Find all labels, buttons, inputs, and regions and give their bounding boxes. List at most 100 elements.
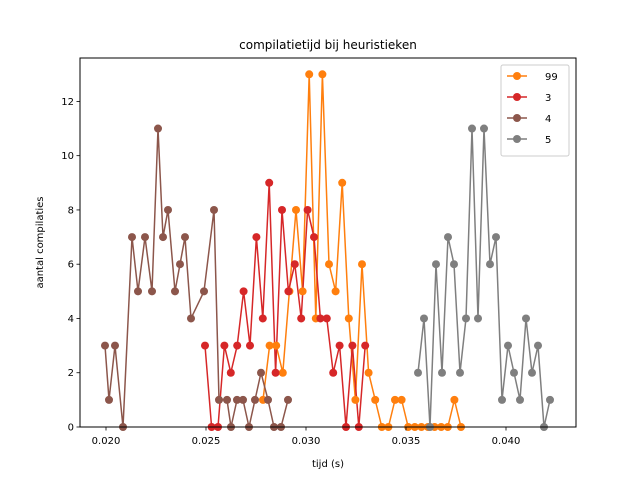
data-point-99-5: [292, 205, 300, 214]
data-point-99-6: [298, 287, 307, 296]
data-point-5-18: [522, 314, 530, 323]
data-point-4-12: [176, 260, 184, 269]
legend-label-5: 5: [545, 135, 551, 146]
legend-label-4: 4: [545, 114, 551, 125]
data-point-3-5: [233, 341, 242, 350]
data-point-4-13: [181, 233, 189, 242]
data-point-4-18: [223, 395, 231, 404]
data-point-4-17: [215, 395, 223, 404]
legend-marker-4: [513, 114, 521, 122]
data-point-5-15: [504, 341, 512, 350]
legend-marker-5: [513, 135, 521, 143]
data-point-5-9: [468, 124, 476, 133]
data-point-3-13: [284, 287, 293, 296]
data-point-3-8: [252, 233, 261, 242]
data-point-4-16: [210, 205, 218, 214]
data-point-5-6: [450, 260, 458, 269]
data-point-4-1: [105, 395, 113, 404]
data-point-4-21: [239, 395, 247, 404]
data-point-4-24: [257, 368, 265, 377]
data-point-4-0: [101, 341, 109, 350]
x-axis: 0.020 0.025 0.030 0.035 0.040: [92, 427, 521, 447]
x-tick-label: 0.025: [192, 436, 221, 447]
data-point-4-25: [264, 395, 272, 404]
data-point-4-14: [187, 314, 195, 323]
data-point-4-11: [171, 287, 179, 296]
data-point-3-21: [335, 341, 344, 350]
data-point-4-15: [200, 287, 208, 296]
data-point-3-17: [310, 233, 318, 242]
data-point-99-7: [305, 70, 314, 79]
data-point-4-2: [111, 341, 119, 350]
x-tick-label: 0.020: [92, 436, 121, 447]
data-point-99-1: [265, 341, 274, 350]
data-point-4-10: [164, 205, 172, 214]
data-point-99-21: [397, 395, 406, 404]
data-point-99-2: [272, 341, 281, 350]
data-point-3-7: [246, 341, 254, 350]
data-point-99-16: [364, 368, 373, 377]
chart-title: compilatietijd bij heuristieken: [239, 38, 417, 52]
data-point-5-19: [528, 368, 536, 377]
legend-marker-3: [513, 93, 521, 101]
data-point-3-12: [278, 205, 286, 214]
data-point-3-0: [201, 341, 209, 350]
data-point-4-23: [251, 395, 259, 404]
data-point-3-19: [322, 314, 331, 323]
plot-markers: [101, 70, 554, 431]
y-axis: 0 2 4 6 8 10 12: [61, 97, 80, 434]
data-point-3-4: [226, 368, 235, 377]
data-point-5-1: [420, 314, 428, 323]
data-point-3-15: [297, 314, 306, 323]
data-point-3-23: [348, 341, 357, 350]
data-point-5-8: [462, 314, 470, 323]
data-point-3-18: [316, 314, 325, 323]
legend-label-3: 3: [545, 93, 551, 104]
data-point-4-5: [134, 287, 142, 296]
data-point-99-13: [344, 314, 353, 323]
data-point-3-16: [303, 205, 312, 214]
data-point-3-20: [329, 368, 338, 377]
data-point-99-20: [391, 395, 399, 404]
data-point-99-3: [278, 368, 287, 377]
data-point-99-15: [358, 260, 366, 269]
y-tick-label: 0: [68, 423, 74, 434]
data-point-99-14: [351, 395, 360, 404]
legend-marker-99: [513, 72, 521, 80]
data-point-99-10: [325, 260, 333, 269]
legend: 99 3 4 5: [500, 64, 570, 157]
data-point-5-4: [438, 368, 446, 377]
data-point-5-16: [510, 368, 518, 377]
data-point-5-3: [432, 260, 440, 269]
data-point-4-6: [141, 233, 149, 242]
data-point-3-6: [239, 287, 248, 296]
data-point-5-0: [414, 368, 422, 377]
data-point-3-25: [361, 341, 370, 350]
y-tick-label: 6: [68, 260, 74, 271]
data-point-4-28: [284, 395, 292, 404]
data-point-3-3: [220, 341, 229, 350]
y-tick-label: 2: [68, 368, 74, 379]
data-point-3-11: [271, 368, 280, 377]
data-point-99-17: [371, 395, 380, 404]
y-tick-label: 10: [61, 151, 74, 162]
data-point-4-7: [148, 287, 156, 296]
data-point-5-5: [444, 233, 452, 242]
data-point-5-11: [480, 124, 488, 133]
data-point-5-7: [456, 368, 464, 377]
data-point-99-29: [450, 395, 459, 404]
data-point-5-14: [498, 395, 506, 404]
data-point-3-10: [265, 178, 274, 187]
data-point-5-17: [516, 395, 524, 404]
data-point-3-14: [290, 260, 299, 269]
data-point-3-9: [258, 314, 267, 323]
legend-label-99: 99: [545, 72, 558, 83]
x-axis-label: tijd (s): [312, 459, 344, 470]
x-tick-label: 0.035: [392, 436, 421, 447]
data-point-99-12: [338, 178, 347, 187]
data-point-5-20: [534, 341, 542, 350]
data-point-5-13: [492, 233, 500, 242]
data-point-5-12: [486, 260, 494, 269]
x-tick-label: 0.040: [492, 436, 521, 447]
